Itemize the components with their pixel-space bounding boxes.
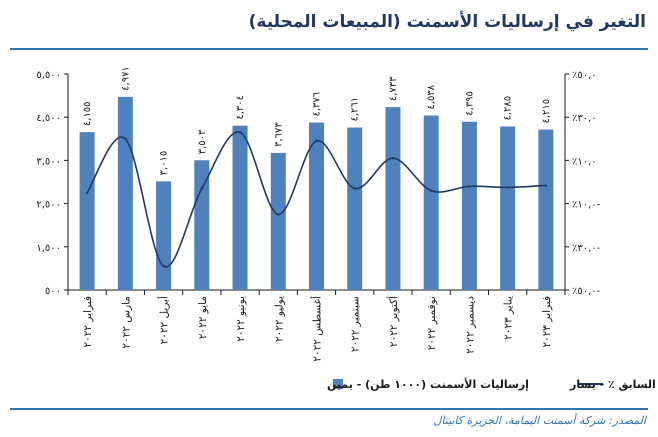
chart-title: التغير في إرساليات الأسمنت (المبيعات الم… — [248, 12, 646, 32]
line-point — [315, 139, 318, 143]
left-tick-label: ٣,٥٠٠ — [36, 156, 61, 167]
category-label: يوليو ٢٠٢٢ — [273, 296, 285, 342]
category-label: مايو ٢٠٢٢ — [197, 296, 209, 339]
right-tick-label: ٪٣٠,٠ — [572, 113, 597, 124]
category-label: نوفمبر ٢٠٢٢ — [426, 296, 438, 350]
bar-value-label: ٣,٦٧٣ — [273, 122, 284, 147]
bar — [538, 129, 554, 290]
bar — [347, 127, 363, 290]
bar — [194, 160, 210, 290]
bar — [156, 181, 172, 290]
legend-line-label: التغير عن الشهر السابق ٪ - يسار — [569, 378, 658, 391]
bar-value-label: ٣,٠١٥ — [159, 151, 170, 176]
right-tick-label: ٪١٠,٠ — [572, 156, 597, 167]
line-point — [124, 137, 127, 140]
bar-value-label: ٤,٢٦١ — [350, 97, 361, 122]
bar-value-label: ٤,٧٣٣ — [388, 76, 399, 101]
bar-value-label: ٤,٩٧١ — [120, 66, 131, 91]
line-point — [429, 189, 433, 192]
category-label: أبريل ٢٠٢٢ — [157, 296, 171, 344]
line-series — [85, 131, 548, 268]
bar-value-label: ٣,٥٠٣ — [197, 129, 208, 154]
bar — [270, 152, 286, 290]
bars — [79, 96, 554, 291]
category-label: أغسطس ٢٠٢٢ — [310, 296, 324, 362]
bar — [461, 121, 477, 291]
category-labels: فبراير ٢٠٢٢ مارس ٢٠٢٢ أبريل ٢٠٢٢ مايو ٢٠٢٢ ي… — [82, 296, 553, 362]
line-point — [277, 213, 280, 216]
legend-bar-swatch — [333, 379, 343, 389]
title-rule — [10, 48, 648, 50]
bar — [500, 126, 516, 290]
bar-value-label: ٤,٥٣٨ — [426, 84, 437, 109]
bar — [385, 107, 401, 290]
right-tick-label: ٪٥٠,٠ — [572, 70, 597, 81]
bar — [309, 122, 324, 291]
source-note: المصدر: شركة أسمنت اليمامة، الجزيرة كابي… — [433, 414, 646, 427]
source-rule — [10, 408, 648, 410]
bar-value-label: ٤,٢٨٥ — [503, 96, 514, 121]
category-label: مارس ٢٠٢٢ — [120, 296, 132, 349]
category-label: سبتمبر ٢٠٢٢ — [350, 296, 362, 352]
bar-value-label: ٤,٣٠٤ — [235, 95, 246, 120]
line-point — [506, 186, 509, 189]
category-label: يونيو ٢٠٢٢ — [235, 296, 247, 342]
category-label: يناير ٢٠٢٣ — [503, 296, 515, 340]
left-tick-label: ٥,٥٠٠ — [36, 70, 61, 81]
category-label: أكتوبر ٢٠٢٢ — [386, 296, 400, 347]
line-point — [391, 157, 395, 160]
bar — [423, 115, 439, 290]
category-label: فبراير ٢٠٢٢ — [82, 296, 94, 348]
category-label: فبراير ٢٠٢٣ — [541, 296, 553, 348]
right-tick-label: ٪٣٠,٠- — [572, 243, 601, 254]
bar-value-label: ٤,٣٩٥ — [464, 91, 475, 116]
bar-value-label: ٤,٣٧٦ — [312, 92, 323, 117]
bar-value-label: ٤,٢١٥ — [541, 99, 552, 124]
right-tick-label: ٪١٠,٠- — [572, 200, 601, 211]
right-tick-label: ٪٥٠,٠- — [572, 286, 601, 297]
line-point — [85, 191, 89, 194]
category-label: ديسمبر ٢٠٢٢ — [464, 296, 476, 354]
left-tick-label: ٤,٥٠٠ — [36, 113, 61, 124]
bar — [117, 96, 133, 290]
data-labels: ٤,١٥٥ ٤,٩٧١ ٣,٠١٥ ٣,٥٠٣ ٤,٣٠٤ ٣,٦٧٣ ٤,٣٧٦ ٤,٢٦١… — [82, 66, 552, 175]
left-tick-label: ١,٥٠٠ — [36, 243, 61, 254]
line-point — [468, 185, 471, 188]
left-tick-label: ٢,٥٠٠ — [36, 200, 61, 211]
line-point — [544, 184, 548, 187]
legend-bar-label: إرساليات الأسمنت (١٠٠٠ طن) - يمين — [327, 377, 529, 391]
bar-value-label: ٤,١٥٥ — [82, 101, 93, 126]
bar — [79, 132, 95, 290]
line-point — [353, 187, 356, 190]
line-point — [162, 265, 165, 268]
line-point — [200, 187, 204, 190]
legend: التغير عن الشهر السابق ٪ - يسار إرساليات … — [327, 377, 658, 391]
bar — [232, 125, 248, 290]
left-tick-label: ٥٠٠ — [45, 286, 61, 297]
line-point — [238, 131, 242, 134]
mom-change-line — [86, 131, 546, 268]
